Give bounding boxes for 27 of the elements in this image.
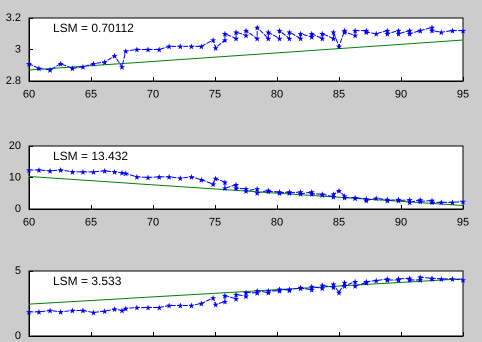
x-tick-label: 60 [22,88,36,100]
x-tick-label: 60 [22,216,36,228]
x-tick-label: 95 [456,88,470,100]
x-tick-label: 80 [270,88,284,100]
x-tick-label: 95 [456,216,470,228]
x-tick-label: 75 [208,88,222,100]
annotation: LSM = 3.533 [53,274,122,288]
y-tick-label: 10 [8,172,21,184]
y-tick-label: 3 [14,44,21,56]
x-tick-label: 75 [208,216,222,228]
y-tick-label: 0 [14,330,21,342]
annotation: LSM = 0.70112 [53,21,134,35]
x-tick-label: 90 [394,88,408,100]
x-tick-label: 85 [332,216,346,228]
x-tick-label: 80 [270,216,284,228]
x-tick-label: 90 [394,216,408,228]
x-tick-label: 65 [84,88,98,100]
x-tick-label: 85 [332,88,346,100]
annotation: LSM = 13.432 [53,149,128,163]
y-tick-label: 2.8 [6,75,21,87]
x-tick-label: 70 [146,88,160,100]
y-tick-label: 20 [8,140,21,152]
x-tick-label: 65 [84,216,98,228]
y-tick-label: 0 [14,203,21,215]
x-tick-label: 70 [146,216,160,228]
y-tick-label: 5 [14,265,21,277]
y-tick-label: 3.2 [6,12,21,24]
